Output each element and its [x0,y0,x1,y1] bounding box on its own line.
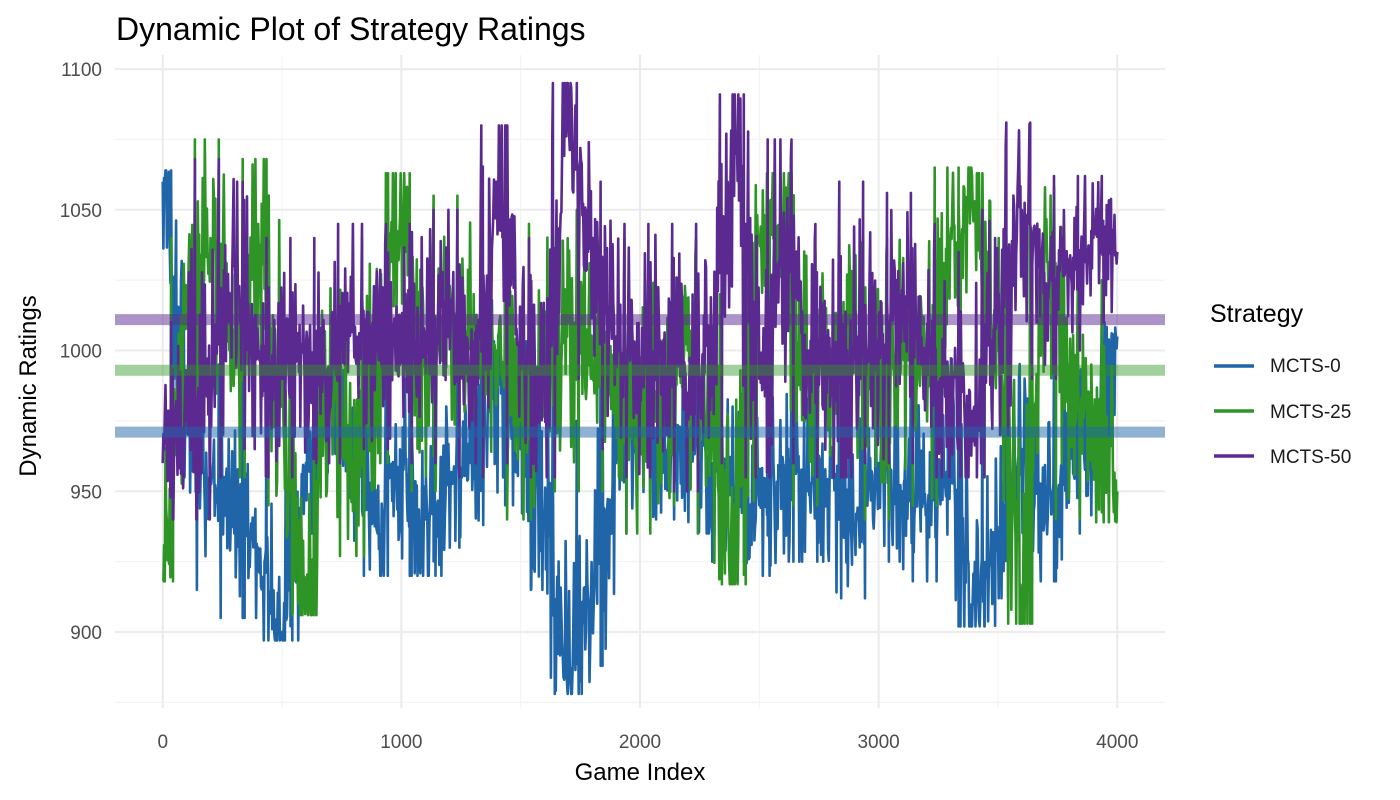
x-axis-title: Game Index [575,759,706,786]
tick-layer: 0 1000 2000 3000 4000 900 950 1000 1050 1100 [60,60,1139,753]
y-tick-label: 1100 [61,60,102,81]
x-tick-label: 2000 [619,732,661,753]
legend-label-mcts-50: MCTS-50 [1270,447,1351,468]
y-tick-label: 1050 [60,201,102,222]
y-tick-label: 900 [70,623,102,644]
legend-item-mcts-25: MCTS-25 [1214,402,1351,423]
series-line-mcts-50 [161,81,1119,521]
x-tick-label: 0 [157,732,168,753]
y-axis-title: Dynamic Ratings [15,295,42,476]
x-tick-label: 4000 [1096,732,1138,753]
chart-title: Dynamic Plot of Strategy Ratings [116,11,586,47]
legend-label-mcts-25: MCTS-25 [1270,402,1351,423]
legend: Strategy MCTS-0 MCTS-25 MCTS-50 [1210,300,1351,468]
legend-item-mcts-0: MCTS-0 [1214,356,1341,377]
x-tick-label: 3000 [857,732,899,753]
legend-label-mcts-0: MCTS-0 [1270,356,1341,377]
y-tick-label: 1000 [60,342,102,363]
legend-title: Strategy [1210,300,1304,328]
mean-layer [115,314,1165,438]
y-tick-label: 950 [70,482,102,503]
legend-item-mcts-50: MCTS-50 [1214,447,1351,468]
x-tick-label: 1000 [380,732,422,753]
